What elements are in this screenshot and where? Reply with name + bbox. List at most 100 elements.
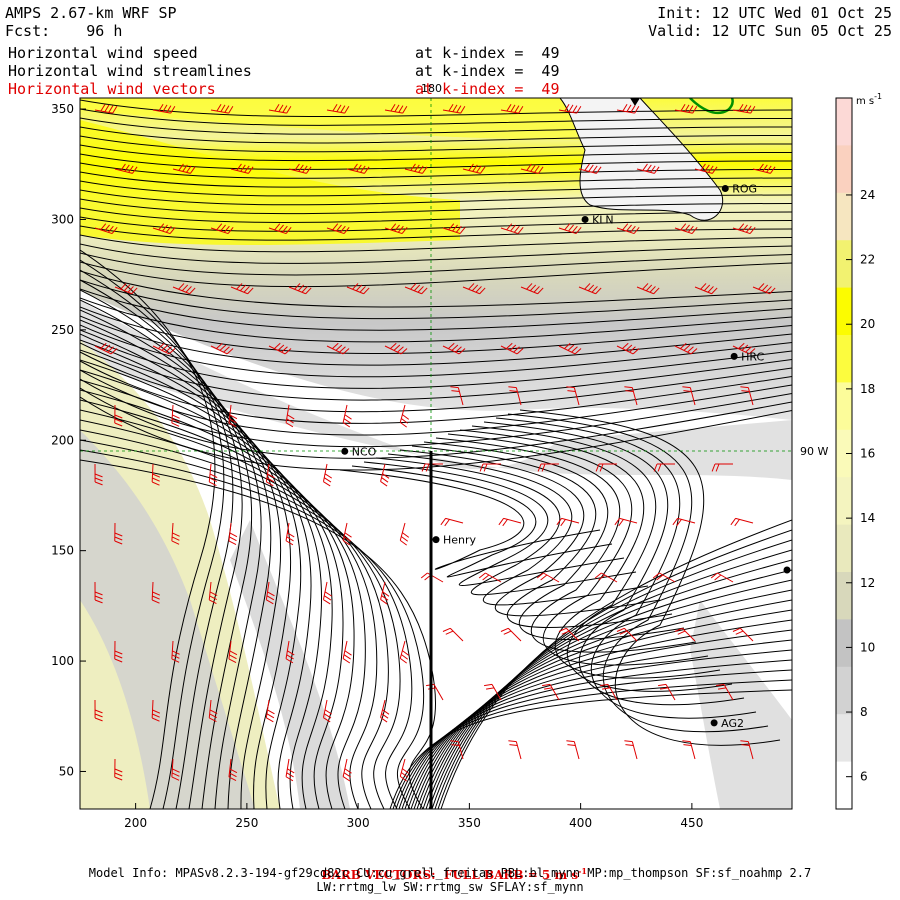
station-label: AG2	[721, 717, 744, 730]
streamline	[435, 437, 697, 653]
colorbar: 6 8 10 12 14 16 18 20 22 24	[836, 98, 875, 810]
wind-barb	[500, 103, 524, 114]
top-edge-marker	[630, 98, 640, 106]
wind-barb	[614, 517, 638, 527]
x-tick-label: 300	[347, 816, 370, 830]
streamline	[459, 429, 721, 679]
streamline	[80, 309, 272, 809]
wind-barb	[114, 758, 123, 781]
x-ticks: 200 250 300 350 400 450	[124, 803, 703, 830]
lon-180-label: 180	[421, 82, 442, 95]
wind-barb	[342, 640, 352, 664]
wind-barb	[732, 223, 756, 235]
wind-barb	[442, 627, 464, 642]
streamline	[80, 261, 792, 288]
wind-barb	[285, 640, 295, 664]
wind-barb	[94, 581, 103, 604]
streamline	[80, 180, 792, 197]
station-label: NCO	[352, 445, 377, 458]
wind-barb	[322, 699, 333, 723]
wind-barb	[508, 740, 522, 760]
wind-barb	[228, 640, 238, 664]
streamline	[339, 469, 601, 570]
streamline	[440, 519, 792, 809]
valid-time: Valid: 12 UTC Sun 05 Oct 25	[648, 22, 892, 40]
wind-barb	[672, 517, 696, 527]
wind-barb	[566, 386, 580, 406]
wind-barb	[171, 640, 180, 663]
wind-barb	[265, 699, 275, 723]
colorbar-swatch	[836, 714, 852, 763]
colorbar-unit: m s-1	[856, 92, 882, 107]
streamline	[401, 649, 792, 809]
colorbar-tick-label: 10	[860, 640, 875, 654]
streamline	[416, 599, 792, 809]
wind-barb	[114, 283, 138, 295]
wind-barb	[694, 283, 718, 295]
wind-barb	[230, 163, 254, 174]
colorbar-tick-label: 12	[860, 576, 875, 590]
streamline	[80, 449, 425, 809]
wind-barb	[624, 386, 638, 406]
wind-barbs	[94, 103, 776, 782]
colorbar-swatch	[836, 761, 852, 810]
wind-barb	[399, 640, 410, 664]
streamline	[80, 333, 792, 389]
wind-barb	[346, 283, 370, 295]
streamline	[519, 409, 781, 746]
model-info-line1: Model Info: MPASv8.2.3-194-gf29cd82c CU:…	[88, 866, 812, 880]
x-tick-label: 450	[680, 816, 703, 830]
streamline	[80, 279, 243, 809]
station-markers: NCO KLN ROG HRC Henry AG2	[341, 183, 765, 730]
wind-barb	[636, 283, 660, 295]
field-wind-speed: Horizontal wind speed	[8, 44, 198, 62]
wind-barb	[322, 463, 333, 487]
colorbar-swatch	[836, 619, 852, 668]
grey-shear-zone	[80, 300, 792, 480]
wind-barb	[208, 699, 218, 722]
colorbar-swatch	[836, 382, 852, 431]
wind-barb	[210, 103, 234, 114]
wind-barb	[152, 223, 176, 235]
wind-barb	[578, 283, 602, 295]
model-info-line2: LW:rrtmg_lw SW:rrtmg_sw SFLAY:sf_mynn	[316, 880, 584, 894]
streamline	[80, 439, 413, 809]
wind-barb	[285, 404, 295, 428]
y-tick-label: 100	[51, 654, 74, 668]
streamline	[351, 465, 613, 578]
streamline	[411, 445, 673, 628]
streamline	[428, 559, 792, 809]
streamline	[80, 234, 792, 253]
streamline	[80, 297, 792, 343]
wind-barb	[658, 683, 676, 701]
station-dot	[341, 447, 349, 455]
se-grey-patch	[690, 600, 792, 809]
streamline	[80, 126, 792, 144]
wind-barb	[228, 522, 238, 546]
streamline	[392, 679, 792, 809]
streamline	[80, 459, 436, 809]
streamline	[80, 339, 302, 809]
wind-barb	[674, 103, 698, 114]
station-dot	[721, 185, 729, 193]
streamline	[80, 324, 792, 378]
wind-barb	[566, 740, 580, 760]
streamline	[80, 306, 792, 354]
x-tick-label: 200	[124, 816, 147, 830]
wind-barb	[399, 522, 410, 546]
streamline	[80, 289, 253, 809]
colorbar-swatch	[836, 524, 852, 573]
streamline	[80, 369, 333, 809]
streamlines	[80, 99, 792, 809]
field-streamlines: Horizontal wind streamlines	[8, 62, 252, 80]
streamline	[80, 329, 292, 809]
streamline	[80, 198, 792, 215]
wind-barb	[230, 283, 254, 295]
wind-barb	[442, 223, 466, 235]
level-streamlines: at k-index = 49	[415, 62, 560, 80]
streamline	[80, 108, 792, 126]
streamline	[410, 619, 792, 809]
wind-barb	[326, 342, 350, 355]
wind-barb	[600, 683, 618, 701]
